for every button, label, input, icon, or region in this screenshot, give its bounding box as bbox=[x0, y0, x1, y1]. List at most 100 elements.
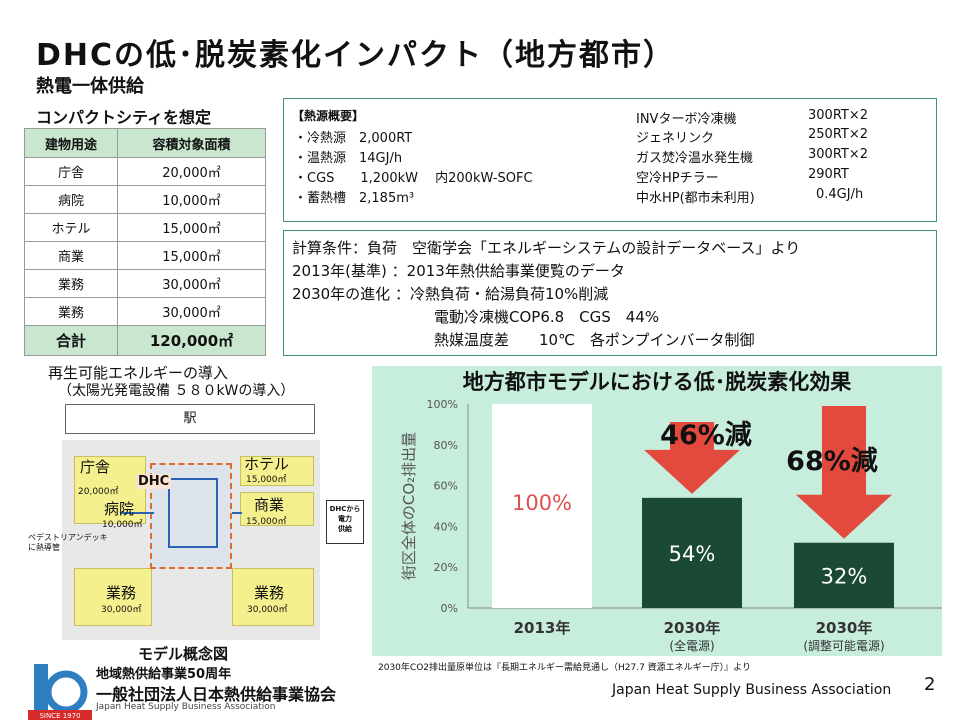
chart-footnote: 2030年CO2排出量原単位は『長期エネルギー需給見通し（H27.7 資源エネル… bbox=[378, 663, 751, 673]
equipment-name: INVターボ冷凍機 bbox=[636, 112, 737, 127]
since-label: SINCE 1970 bbox=[39, 712, 80, 720]
table-row: 庁舎 20,000㎡ bbox=[23, 157, 266, 186]
organization-name-en: Japan Heat Supply Business Association bbox=[96, 702, 276, 712]
cell-area: 30,000㎡ bbox=[117, 269, 266, 298]
anniversary-label: 地域熱供給事業50周年 bbox=[96, 667, 232, 682]
callout-line: DHCから bbox=[329, 505, 361, 513]
calc-line: 2013年(基準) ：2013年熱供給事業便覧のデータ bbox=[292, 262, 625, 280]
heat-source-box: 【熱源概要】 ・冷熱源 2,000RT ・温熱源 14GJ/h ・CGS 1,2… bbox=[283, 98, 937, 222]
map-caption: モデル概念図 bbox=[138, 645, 229, 663]
block-office-1 bbox=[74, 568, 152, 626]
heat-source-item: ・蓄熱槽 2,185m³ bbox=[294, 191, 415, 206]
cell-use: 庁舎 bbox=[23, 157, 119, 186]
equipment-capacity: 290RT bbox=[808, 167, 849, 182]
equipment-capacity: 0.4GJ/h bbox=[816, 187, 864, 202]
equipment-name: 中水HP(都市未利用) bbox=[636, 191, 755, 206]
reduction-arrow bbox=[796, 406, 892, 539]
station-block: 駅 bbox=[65, 404, 315, 434]
table-row: 業務 30,000㎡ bbox=[23, 269, 266, 298]
equipment-name: ジェネリンク bbox=[636, 131, 715, 146]
page-number: 2 bbox=[924, 674, 936, 695]
equipment-capacity: 300RT×2 bbox=[808, 108, 869, 123]
bar bbox=[794, 542, 894, 608]
building-table: 建物用途 容積対象面積 庁舎 20,000㎡ 病院 10,000㎡ ホテル 15… bbox=[23, 128, 266, 356]
bar-value-label: 54% bbox=[669, 542, 716, 566]
block-office-2 bbox=[232, 568, 314, 626]
x-category-label: 2030年 bbox=[816, 619, 873, 637]
block-label: 業務 bbox=[106, 584, 137, 602]
cell-area: 30,000㎡ bbox=[117, 297, 266, 326]
total-area: 120,000㎡ bbox=[117, 325, 266, 356]
block-label: 商業 bbox=[254, 496, 285, 514]
reduction-label: 46%減 bbox=[660, 420, 752, 451]
y-tick-label: 40% bbox=[434, 520, 458, 533]
cell-use: 商業 bbox=[23, 241, 119, 270]
column-header: 建物用途 bbox=[23, 128, 119, 158]
table-row: 商業 15,000㎡ bbox=[23, 241, 266, 270]
chart-title: 地方都市モデルにおける低･脱炭素化効果 bbox=[462, 370, 852, 394]
block-label: 庁舎 bbox=[80, 458, 111, 476]
block-label: ホテル bbox=[244, 455, 290, 473]
cell-area: 20,000㎡ bbox=[117, 157, 266, 186]
column-header: 容積対象面積 bbox=[117, 128, 266, 158]
block-area: 15,000㎡ bbox=[246, 517, 287, 527]
calculation-conditions-box: 計算条件：負荷 空衛学会「エネルギーシステムの設計データベース」より 2013年… bbox=[283, 230, 937, 356]
heat-source-item: ・CGS 1,200kW 内200kW-SOFC bbox=[294, 171, 533, 186]
heat-source-title: 【熱源概要】 bbox=[292, 109, 365, 123]
block-label: 業務 bbox=[254, 584, 285, 602]
block-hotel bbox=[240, 456, 314, 486]
ped-line: ペデストリアンデッキ bbox=[28, 533, 108, 542]
heat-pipe-loop bbox=[168, 478, 218, 548]
cell-use: ホテル bbox=[23, 213, 119, 242]
bar-value-label: 100% bbox=[512, 491, 572, 515]
y-tick-label: 0% bbox=[441, 602, 458, 615]
co2-bar-chart: 0% 20% 40% 60% 80% 100% 街区全体のCO₂排出量 100% 2013年 54… bbox=[400, 398, 942, 653]
power-supply-callout: DHCから 電力 供給 bbox=[326, 500, 364, 544]
page-title: DHCの低･脱炭素化インパクト（地方都市） bbox=[36, 38, 676, 73]
reduction-arrow bbox=[644, 422, 740, 494]
equipment-name: 空冷HPチラー bbox=[636, 171, 719, 186]
cell-use: 病院 bbox=[23, 185, 119, 214]
page-subtitle: 熱電一体供給 bbox=[36, 76, 144, 97]
reduction-label: 68%減 bbox=[786, 446, 878, 477]
equipment-capacity: 250RT×2 bbox=[808, 127, 869, 142]
pedestrian-deck-note: ペデストリアンデッキ に熱導管 bbox=[28, 533, 108, 553]
equipment-name: ガス焚冷温水発生機 bbox=[636, 151, 754, 166]
block-area: 10,000㎡ bbox=[102, 520, 143, 530]
block-area: 15,000㎡ bbox=[246, 475, 287, 485]
y-tick-label: 20% bbox=[434, 561, 458, 574]
x-category-sublabel: (全電源) bbox=[669, 638, 714, 653]
block-city-hall bbox=[74, 456, 146, 524]
y-axis-label: 街区全体のCO₂排出量 bbox=[400, 432, 418, 580]
bar bbox=[642, 497, 742, 608]
dhc-label: DHC bbox=[136, 474, 172, 489]
cell-use: 業務 bbox=[23, 297, 119, 326]
y-tick-label: 80% bbox=[434, 439, 458, 452]
y-tick-label: 100% bbox=[427, 398, 458, 411]
block-area: 30,000㎡ bbox=[247, 605, 288, 615]
callout-line: 供給 bbox=[338, 525, 352, 533]
block-commercial bbox=[240, 492, 314, 526]
heat-source-item: ・冷熱源 2,000RT bbox=[294, 131, 413, 146]
x-category-sublabel: (調整可能電源) bbox=[803, 638, 884, 653]
calc-line: 熱媒温度差 10℃ 各ポンプインバータ制御 bbox=[434, 331, 755, 349]
table-total-row: 合計 120,000㎡ bbox=[23, 325, 266, 356]
cell-area: 15,000㎡ bbox=[117, 213, 266, 242]
table-row: 病院 10,000㎡ bbox=[23, 185, 266, 214]
calc-line: 電動冷凍機COP6.8 CGS 44% bbox=[434, 308, 660, 326]
compact-city-label: コンパクトシティを想定 bbox=[36, 108, 212, 127]
x-category-label: 2030年 bbox=[664, 619, 721, 637]
table-row: 業務 30,000㎡ bbox=[23, 297, 266, 326]
block-label: 病院 bbox=[104, 500, 135, 518]
y-tick-label: 60% bbox=[434, 480, 458, 493]
heat-pipe bbox=[232, 512, 242, 514]
table-header-row: 建物用途 容積対象面積 bbox=[23, 128, 266, 158]
calc-line: 計算条件：負荷 空衛学会「エネルギーシステムの設計データベース」より bbox=[292, 239, 801, 257]
block-area: 20,000㎡ bbox=[78, 487, 119, 497]
table-row: ホテル 15,000㎡ bbox=[23, 213, 266, 242]
calc-line: 2030年の進化 ：冷熱負荷・給湯負荷10%削減 bbox=[292, 285, 609, 303]
block-area: 30,000㎡ bbox=[101, 605, 142, 615]
bar bbox=[492, 404, 592, 608]
cell-area: 15,000㎡ bbox=[117, 241, 266, 270]
heat-source-item: ・温熱源 14GJ/h bbox=[294, 151, 403, 166]
